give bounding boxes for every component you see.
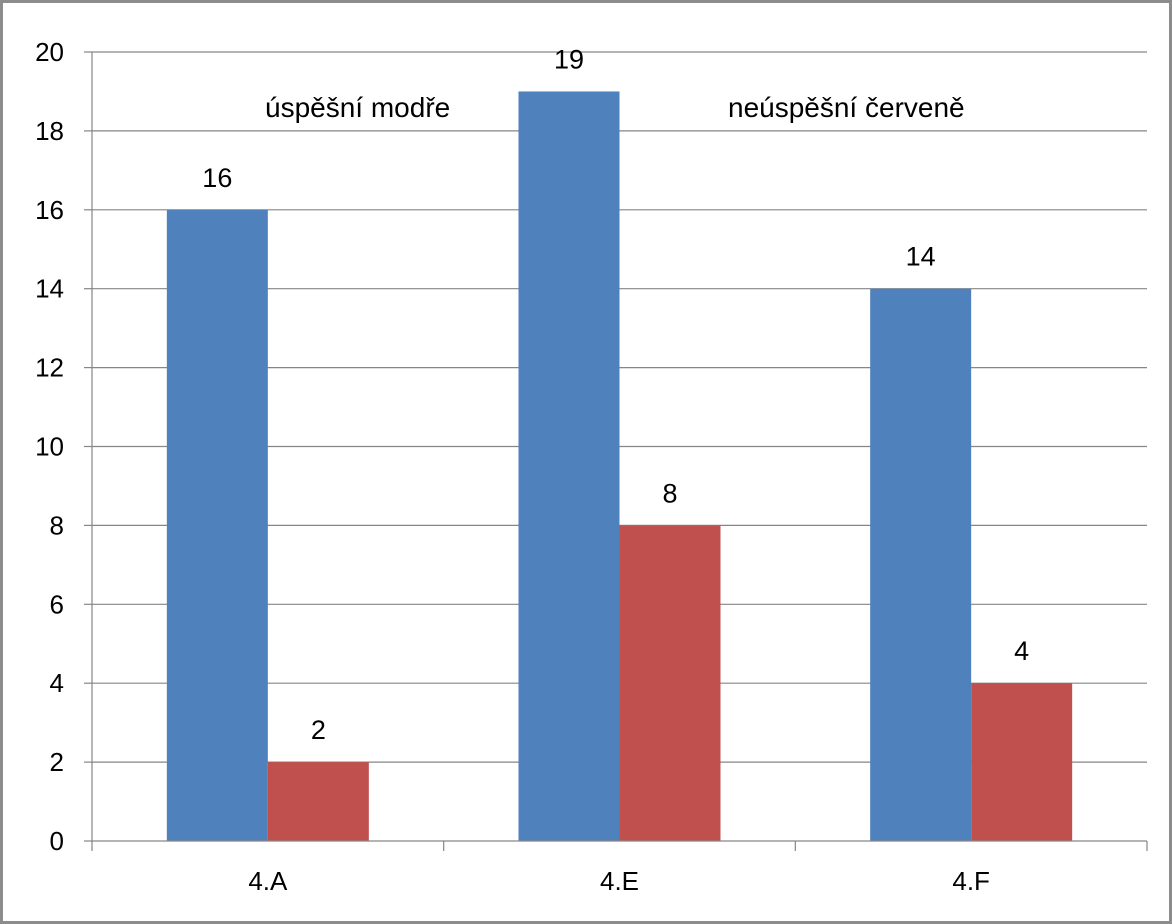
y-tick-label: 16 <box>35 195 64 225</box>
y-tick-label: 2 <box>50 747 64 777</box>
bar-4.A-s0 <box>166 209 268 842</box>
y-tick-label: 0 <box>50 826 64 856</box>
axes <box>84 51 1148 851</box>
bar-4.E-s1 <box>619 525 721 841</box>
y-tick-label: 12 <box>35 353 64 383</box>
x-tick-label: 4.E <box>600 866 639 896</box>
y-tick-label: 18 <box>35 116 64 146</box>
data-label: 2 <box>311 715 326 745</box>
labels: 0 2 4 6 8 10 12 14 16 18 20 16 2 4.A 19 8 4.E 14 4 4.F <box>35 37 1029 896</box>
y-tick-label: 14 <box>35 274 64 304</box>
y-tick-label: 10 <box>35 432 64 462</box>
data-label: 4 <box>1014 636 1029 666</box>
y-tick-label: 8 <box>50 510 64 540</box>
data-label: 16 <box>202 163 232 193</box>
y-tick-label: 20 <box>35 37 64 67</box>
bar-4.A-s1 <box>267 762 369 841</box>
data-label: 14 <box>906 242 936 272</box>
bar-4.F-s1 <box>971 683 1073 841</box>
annotation-unsuccessful-red: neúspěšní červeně <box>728 92 965 123</box>
x-tick-label: 4.A <box>248 866 288 896</box>
y-tick-label: 4 <box>50 668 64 698</box>
bar-4.E-s0 <box>518 91 620 841</box>
data-label: 19 <box>554 44 584 74</box>
bar-4.F-s0 <box>870 288 972 841</box>
data-label: 8 <box>662 478 677 508</box>
annotation-successful-blue: úspěšní modře <box>265 92 450 123</box>
y-tick-label: 6 <box>50 589 64 619</box>
bars <box>166 91 1073 842</box>
x-tick-label: 4.F <box>952 866 990 896</box>
